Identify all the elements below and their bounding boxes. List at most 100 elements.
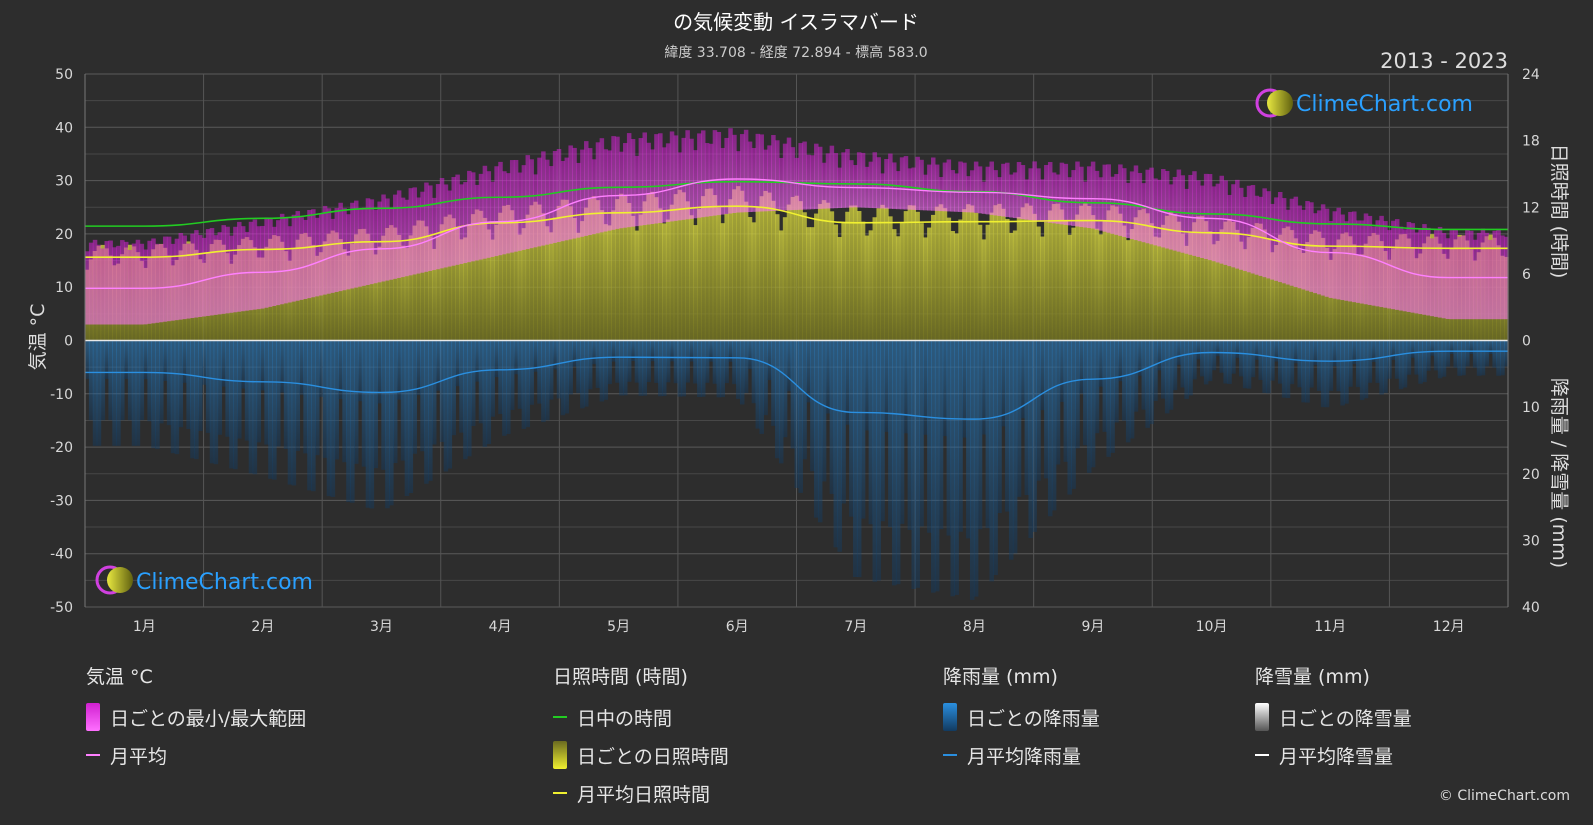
daily-rain-bar	[1496, 340, 1501, 376]
series-line	[85, 350, 1508, 420]
daily-rain-bar	[533, 340, 538, 372]
daily-temp-range-bar	[1348, 211, 1353, 302]
daily-temp-range-bar	[127, 250, 133, 325]
daily-temp-range-bar	[1157, 179, 1162, 247]
legend-label: 日ごとの降雪量	[1279, 707, 1412, 730]
daily-sunshine-bar	[1133, 217, 1139, 341]
daily-sunshine-bar	[1184, 245, 1189, 341]
legend-item: 月平均降雪量	[1255, 736, 1412, 774]
daily-rain-bar	[580, 340, 585, 409]
daily-temp-range-bar	[1320, 204, 1326, 296]
daily-rain-bar	[342, 340, 347, 463]
daily-rain-bar	[311, 340, 316, 492]
daily-temp-range-bar	[1122, 168, 1127, 237]
daily-rain-bar	[794, 340, 800, 488]
daily-rain-bar	[884, 340, 889, 432]
daily-temp-range-bar	[96, 244, 102, 325]
y-left-tick-label: -40	[50, 547, 73, 563]
daily-rain-bar	[1063, 340, 1069, 462]
daily-temp-range-bar	[88, 242, 94, 325]
daily-temp-range-bar	[439, 178, 445, 269]
daily-rain-bar	[1504, 340, 1509, 367]
daily-rain-bar	[712, 340, 718, 384]
daily-rain-bar	[728, 340, 733, 362]
daily-sunshine-bar	[474, 209, 480, 341]
daily-rain-bar	[650, 340, 655, 362]
legend-heading: 降雪量 (mm)	[1255, 666, 1370, 688]
daily-temp-range-bar	[1465, 228, 1470, 320]
daily-temp-range-bar	[412, 187, 417, 275]
daily-temp-range-bar	[1059, 162, 1065, 225]
daily-temp-range-bar	[1016, 162, 1022, 219]
daily-sunshine-bar	[1235, 229, 1240, 341]
daily-temp-range-bar	[260, 225, 265, 309]
daily-rain-bar	[1203, 340, 1209, 385]
daily-sunshine-bar	[1122, 225, 1127, 341]
daily-temp-range-bar	[1410, 223, 1416, 313]
daily-temp-range-bar	[217, 232, 223, 315]
copyright: © ClimeChart.com	[1438, 788, 1570, 804]
daily-rain-bar	[903, 340, 909, 434]
daily-rain-bar	[408, 340, 414, 494]
daily-temp-range-bar	[1223, 180, 1228, 265]
daily-rain-bar	[1309, 340, 1314, 388]
daily-rain-bar	[217, 340, 223, 435]
legend-label: 月平均日照時間	[577, 783, 711, 806]
daily-temp-range-bar	[1149, 167, 1154, 245]
daily-rain-bar	[899, 340, 905, 524]
daily-sunshine-bar	[1036, 226, 1041, 341]
daily-rain-bar	[307, 340, 312, 491]
daily-rain-bar	[860, 340, 866, 519]
daily-temp-range-bar	[525, 155, 531, 250]
daily-rain-bar	[985, 340, 991, 529]
daily-rain-bar	[1227, 340, 1232, 384]
daily-sunshine-bar	[603, 224, 609, 341]
daily-sunshine-bar	[1211, 244, 1217, 341]
daily-temp-range-bar	[1098, 177, 1104, 231]
daily-sunshine-bar	[837, 237, 842, 341]
daily-temp-range-bar	[1363, 213, 1369, 305]
y-left-tick-label: 20	[55, 227, 73, 243]
daily-rain-bar	[1110, 340, 1115, 453]
daily-sunshine-bar	[1075, 214, 1080, 341]
x-tick-label: 6月	[726, 619, 749, 635]
daily-rain-bar	[205, 340, 211, 433]
daily-rain-bar	[1480, 340, 1486, 376]
daily-sunshine-bar	[607, 225, 612, 341]
daily-rain-bar	[166, 340, 172, 426]
daily-rain-bar	[1207, 340, 1213, 382]
daily-sunshine-bar	[1293, 238, 1299, 341]
daily-rain-bar	[615, 340, 620, 383]
daily-rain-bar	[1313, 340, 1318, 366]
daily-rain-bar	[946, 340, 952, 536]
daily-sunshine-bar	[755, 207, 761, 341]
daily-temp-range-bar	[1285, 209, 1291, 285]
daily-sunshine-bar	[1020, 207, 1026, 341]
daily-rain-bar	[623, 340, 628, 396]
daily-temp-range-bar	[139, 243, 145, 325]
daily-sunshine-bar	[1270, 252, 1275, 341]
daily-temp-range-bar	[447, 190, 453, 267]
daily-sunshine-bar	[572, 218, 577, 341]
daily-rain-bar	[1414, 340, 1419, 375]
daily-rain-bar	[283, 340, 289, 449]
daily-temp-range-bar	[482, 165, 488, 259]
daily-rain-bar	[642, 340, 648, 396]
daily-temp-range-bar	[1469, 230, 1474, 320]
daily-temp-range-bar	[685, 130, 690, 220]
daily-rain-bar	[626, 340, 632, 382]
daily-rain-bar	[989, 340, 994, 582]
daily-sunshine-bar	[1172, 214, 1178, 341]
daily-temp-range-bar	[490, 181, 495, 257]
daily-sunshine-bar	[1145, 213, 1150, 341]
daily-sunshine-bar	[743, 201, 749, 341]
daily-sunshine-bar	[704, 188, 710, 341]
daily-rain-bar	[700, 340, 706, 397]
daily-temp-range-bar	[198, 235, 203, 317]
daily-rain-bar	[1242, 340, 1248, 389]
daily-temp-range-bar	[1040, 179, 1045, 222]
daily-temp-range-bar	[732, 134, 737, 213]
daily-sunshine-bar	[1024, 203, 1030, 341]
daily-temp-range-bar	[587, 148, 593, 236]
daily-rain-bar	[548, 340, 554, 400]
